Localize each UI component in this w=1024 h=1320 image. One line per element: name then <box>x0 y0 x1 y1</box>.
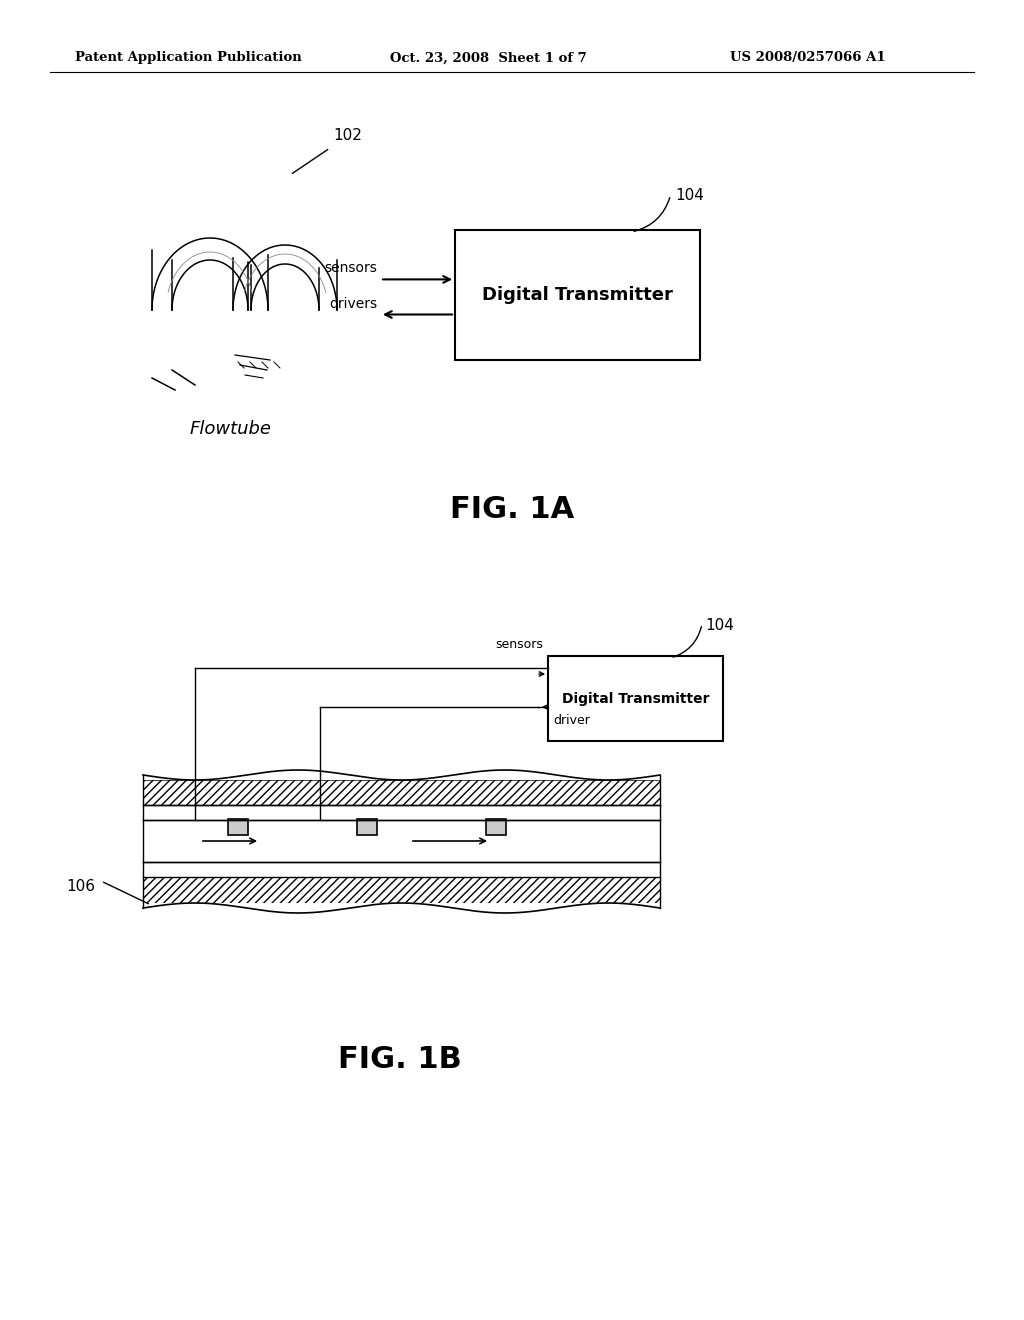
Bar <box>143 780 660 805</box>
Text: Digital Transmitter: Digital Transmitter <box>482 286 673 304</box>
Text: 104: 104 <box>706 618 734 634</box>
Text: drivers: drivers <box>329 297 377 310</box>
Text: 106: 106 <box>66 879 95 894</box>
Text: Oct. 23, 2008  Sheet 1 of 7: Oct. 23, 2008 Sheet 1 of 7 <box>390 51 587 65</box>
Bar <box>548 656 723 741</box>
Text: FIG. 1A: FIG. 1A <box>450 495 574 524</box>
Text: Patent Application Publication: Patent Application Publication <box>75 51 302 65</box>
Text: sensors: sensors <box>325 261 377 276</box>
Bar <box>486 818 506 836</box>
Text: 102: 102 <box>333 128 361 143</box>
Bar <box>228 818 248 836</box>
Text: Flowtube: Flowtube <box>190 420 272 438</box>
Text: driver: driver <box>553 714 590 727</box>
Text: Digital Transmitter: Digital Transmitter <box>562 692 710 705</box>
Bar <box>357 818 377 836</box>
Text: 104: 104 <box>676 187 705 203</box>
Bar <box>143 876 660 903</box>
Bar <box>455 230 700 360</box>
Text: US 2008/0257066 A1: US 2008/0257066 A1 <box>730 51 886 65</box>
Text: sensors: sensors <box>496 638 543 651</box>
Text: FIG. 1B: FIG. 1B <box>338 1045 462 1074</box>
